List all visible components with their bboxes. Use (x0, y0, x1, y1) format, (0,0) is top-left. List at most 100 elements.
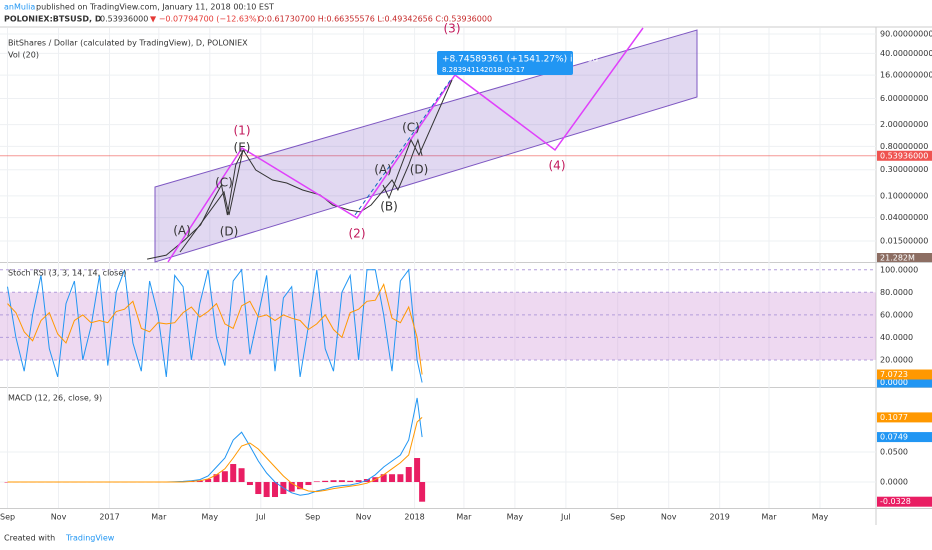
panel-title: MACD (12, 26, close, 9) (8, 394, 102, 403)
y-tick-label: 0.30000000 (880, 165, 928, 174)
histogram-bar (297, 482, 304, 490)
histogram-bar (288, 482, 295, 492)
panel-title: Stoch RSI (3, 3, 14, 14, close) (8, 269, 126, 278)
price: 0.53936000 (100, 15, 148, 24)
histogram-bar (263, 482, 270, 498)
y-tick-label: 2.00000000 (880, 120, 928, 129)
x-tick-label: Jul (560, 513, 571, 522)
y-tick-label: 60.0000 (880, 310, 913, 319)
last-value-label: -0.0328 (880, 497, 911, 506)
y-tick-label: 16.00000000 (880, 71, 932, 80)
x-tick-label: Sep (305, 513, 320, 522)
x-tick-label: 2019 (710, 513, 730, 522)
y-tick-label: 0.80000000 (880, 142, 928, 151)
histogram-bar (238, 468, 245, 483)
last-value-box (877, 369, 932, 380)
indicator-line (7, 417, 423, 493)
wave-label: (B) (380, 200, 398, 214)
histogram-bar (272, 482, 279, 498)
wave-label: (E) (234, 141, 251, 155)
wave-label: (D) (410, 163, 429, 177)
histogram-bar (322, 480, 329, 483)
footer-brand[interactable]: TradingView (65, 534, 115, 543)
histogram-bar (405, 467, 412, 483)
wave-label: (A) (173, 224, 191, 238)
histogram-bar (397, 474, 404, 483)
wave-label: (C) (215, 176, 233, 190)
x-tick-label: May (507, 513, 524, 522)
last-value-box (877, 496, 932, 507)
histogram-bar (355, 480, 362, 483)
x-tick-label: Sep (0, 513, 15, 522)
histogram-bar (380, 474, 387, 483)
projection-box (437, 51, 573, 75)
histogram-bar (305, 482, 312, 486)
histogram-bar (389, 474, 396, 483)
last-value-label: 0.0000 (880, 378, 908, 387)
band (0, 292, 876, 360)
last-value-box (877, 412, 932, 423)
wave-label: (1) (234, 124, 251, 138)
wave-line (179, 149, 244, 253)
change: ▼ −0.07794700 (−12.63%) (150, 15, 260, 24)
x-tick-label: Nov (51, 513, 67, 522)
y-tick-label: 0.0500 (880, 448, 908, 457)
last-value-label: 0.0749 (880, 433, 908, 442)
histogram-bar (419, 482, 426, 502)
volume-label-box (877, 253, 932, 262)
y-tick-label: 40.00000000 (880, 49, 932, 58)
x-tick-label: May (812, 513, 829, 522)
y-tick-label: 6.00000000 (880, 94, 928, 103)
wave-label: (A) (374, 163, 392, 177)
last-value-label: 7.0723 (880, 370, 908, 379)
author[interactable]: anMulia (4, 3, 35, 12)
x-tick-label: 2017 (99, 513, 119, 522)
volume-label: 21.282M (880, 254, 915, 263)
histogram-bar (246, 482, 253, 486)
x-tick-label: Mar (761, 513, 777, 522)
x-tick-label: Mar (456, 513, 472, 522)
published: published on TradingView.com, January 11… (36, 3, 274, 12)
x-tick-label: Nov (661, 513, 677, 522)
histogram-bar (347, 480, 354, 483)
y-tick-label: 80.0000 (880, 288, 913, 297)
wave-label: (3) (444, 22, 461, 36)
histogram-bar (255, 482, 262, 495)
y-tick-label: 40.0000 (880, 333, 913, 342)
x-tick-label: Mar (151, 513, 167, 522)
channel (154, 29, 698, 263)
footer-text: Created with (4, 534, 55, 543)
x-tick-label: Sep (610, 513, 625, 522)
histogram-bar (196, 480, 203, 483)
histogram-bar (330, 480, 337, 483)
symbol: POLONIEX:BTSUSD, D (4, 15, 102, 24)
last-value-box (877, 377, 932, 388)
x-tick-label: 2018 (404, 513, 424, 522)
y-tick-label: 20.0000 (880, 355, 913, 364)
price-line (146, 138, 423, 260)
x-tick-label: May (202, 513, 219, 522)
last-value-label: 0.53936000 (880, 151, 928, 160)
histogram-bar (213, 474, 220, 483)
wave-label: (C) (402, 121, 420, 135)
projection-date: 2018-02-17 (484, 66, 525, 74)
histogram-bar (221, 471, 228, 483)
last-value-box (877, 150, 932, 161)
panel-title: BitShares / Dollar (calculated by Tradin… (8, 39, 248, 48)
histogram-bar (313, 481, 320, 483)
projection-price: 8.28394114 (442, 66, 485, 74)
y-tick-label: 100.0000 (880, 265, 918, 274)
y-tick-label: 0.01500000 (880, 236, 928, 245)
projection-text: +8.74589361 (+1541.27%) in 38d (442, 55, 598, 65)
ohlc: O:0.61730700 H:0.66355576 L:0.49342656 C… (258, 15, 492, 24)
wave-label: (2) (349, 227, 366, 241)
wave-label: (D) (220, 225, 239, 239)
histogram-bar (230, 464, 237, 483)
y-tick-label: 90.00000000 (880, 30, 932, 39)
histogram-bar (338, 480, 345, 483)
y-tick-label: 0.0000 (880, 478, 908, 487)
indicator-line (7, 268, 423, 383)
indicator-line (7, 283, 423, 375)
